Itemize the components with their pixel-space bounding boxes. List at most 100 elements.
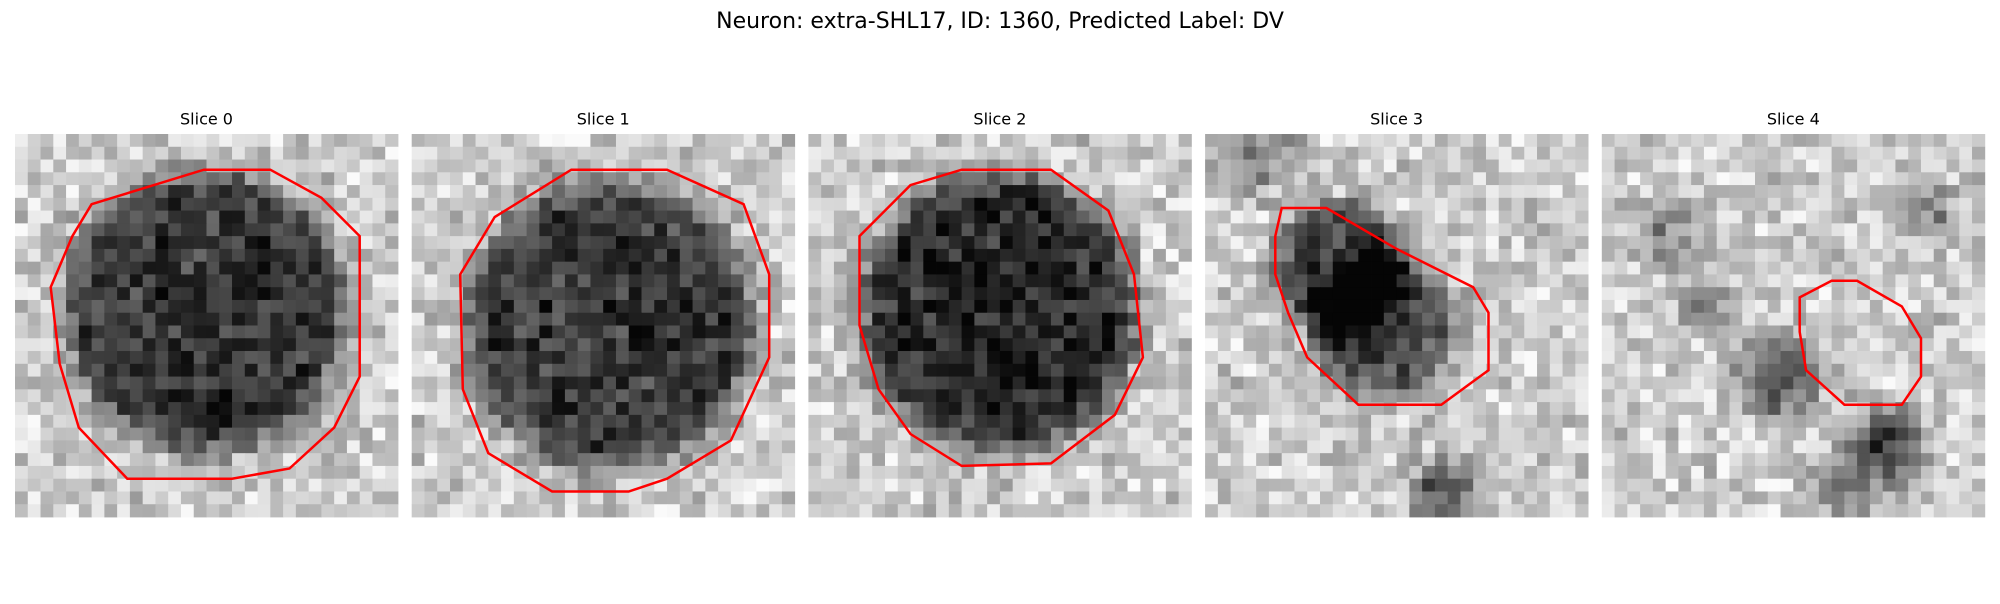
pixel <box>1498 146 1512 160</box>
pixel <box>1627 504 1641 518</box>
pixel <box>359 299 373 314</box>
pixel <box>1485 414 1500 429</box>
pixel <box>961 453 975 467</box>
pixel <box>1678 427 1692 441</box>
pixel <box>1627 287 1641 301</box>
pixel <box>1114 478 1128 492</box>
pixel <box>999 197 1014 211</box>
pixel <box>1678 504 1692 518</box>
pixel <box>910 159 924 173</box>
pixel <box>564 185 579 199</box>
pixel <box>1140 453 1154 467</box>
pixel <box>910 478 924 492</box>
pixel <box>346 427 361 441</box>
pixel <box>385 338 399 352</box>
pixel <box>1640 440 1654 454</box>
pixel <box>513 325 527 339</box>
pixel <box>334 197 348 211</box>
pixel <box>1358 248 1372 263</box>
pixel <box>372 351 386 365</box>
pixel <box>168 491 182 505</box>
pixel <box>1857 185 1871 199</box>
panel-title: Slice 0 <box>180 110 233 129</box>
pixel <box>1165 389 1180 403</box>
pixel <box>628 465 642 480</box>
pixel <box>1882 299 1896 314</box>
pixel <box>1767 299 1781 314</box>
pixel <box>552 185 566 199</box>
pixel <box>155 376 169 390</box>
pixel <box>1012 261 1026 275</box>
pixel <box>1089 248 1103 263</box>
pixel <box>590 465 604 480</box>
pixel <box>334 351 348 365</box>
pixel <box>936 134 950 148</box>
pixel <box>27 402 41 416</box>
pixel <box>1895 478 1909 492</box>
pixel <box>526 236 540 250</box>
pixel <box>1908 465 1922 480</box>
pixel <box>1447 236 1461 250</box>
pixel <box>936 402 950 416</box>
pixel <box>743 159 757 173</box>
pixel <box>897 146 911 160</box>
pixel <box>897 210 911 224</box>
pixel <box>974 325 988 339</box>
pixel <box>769 185 783 199</box>
pixel <box>104 287 118 301</box>
pixel <box>1025 389 1039 403</box>
pixel <box>756 440 770 454</box>
pixel <box>1549 440 1563 454</box>
pixel <box>1358 261 1372 275</box>
pixel <box>1691 325 1705 339</box>
pixel <box>513 389 527 403</box>
pixel <box>1869 172 1884 186</box>
pixel <box>1076 414 1090 429</box>
pixel <box>1153 274 1167 288</box>
pixel <box>1281 287 1295 301</box>
pixel <box>1140 363 1154 377</box>
pixel <box>1320 338 1334 352</box>
pixel <box>1165 223 1180 237</box>
pixel <box>437 159 451 173</box>
pixel <box>692 134 706 148</box>
pixel <box>1243 159 1257 173</box>
pixel <box>168 389 182 403</box>
pixel <box>1140 414 1154 429</box>
pixel <box>1831 427 1845 441</box>
pixel <box>1818 223 1832 237</box>
pixel <box>1755 465 1769 480</box>
pixel <box>168 261 182 275</box>
pixel <box>577 402 591 416</box>
pixel <box>846 389 860 403</box>
pixel <box>385 478 399 492</box>
pixel <box>1281 478 1295 492</box>
pixel <box>1460 210 1474 224</box>
pixel <box>769 146 783 160</box>
pixel <box>1818 172 1832 186</box>
pixel <box>180 312 195 326</box>
pixel <box>1434 159 1449 173</box>
pixel <box>667 236 681 250</box>
pixel <box>615 197 630 211</box>
pixel <box>1755 223 1769 237</box>
pixel <box>718 210 732 224</box>
pixel <box>974 197 988 211</box>
pixel <box>1178 172 1192 186</box>
pixel <box>1422 134 1436 148</box>
pixel <box>513 351 527 365</box>
pixel <box>1345 248 1359 263</box>
pixel <box>1882 465 1896 480</box>
pixel <box>1627 248 1641 263</box>
pixel <box>1050 134 1065 148</box>
pixel <box>923 274 937 288</box>
pixel <box>15 197 29 211</box>
pixel <box>129 453 144 467</box>
pixel <box>1447 223 1461 237</box>
pixel <box>104 210 118 224</box>
pixel <box>885 134 899 148</box>
pixel <box>1780 223 1794 237</box>
pixel <box>411 504 425 518</box>
pixel <box>1882 376 1896 390</box>
pixel <box>27 338 41 352</box>
